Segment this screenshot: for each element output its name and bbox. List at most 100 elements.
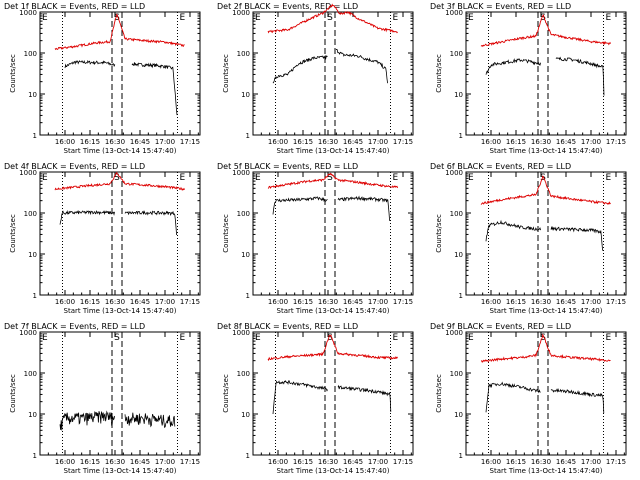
- y-tick-label: 1000: [445, 169, 463, 177]
- plot-frame: [39, 331, 201, 456]
- x-tick-label: 16:30: [105, 458, 125, 466]
- x-axis-label: Start Time (13-Oct-14 15:47:40): [277, 147, 390, 155]
- events-series-line: [335, 48, 388, 84]
- saa-marker-label: S: [114, 173, 120, 183]
- events-series-line: [272, 380, 328, 415]
- chart-title: Det 4f BLACK = Events, RED = LLD: [4, 162, 145, 171]
- eclipse-marker-label: E: [255, 173, 261, 183]
- events-series-line: [555, 56, 605, 96]
- x-tick-label: 17:15: [180, 458, 200, 466]
- chart-panel: Det 7f BLACK = Events, RED = LLD 1 10 100 10…: [4, 322, 201, 475]
- events-series-line: [124, 412, 176, 429]
- x-tick-label: 17:15: [393, 138, 413, 146]
- x-axis-label: Start Time (13-Oct-14 15:47:40): [490, 307, 603, 315]
- y-tick-label: 1: [459, 132, 463, 140]
- x-axis-label: Start Time (13-Oct-14 15:47:40): [64, 307, 177, 315]
- x-axis-label: Start Time (13-Oct-14 15:47:40): [64, 147, 177, 155]
- saa-marker-label: S: [327, 13, 333, 23]
- x-tick-label: 17:00: [368, 138, 388, 146]
- y-tick-label: 10: [241, 91, 250, 99]
- x-tick-label: 16:00: [481, 298, 501, 306]
- eclipse-marker-label: E: [42, 173, 48, 183]
- chart-panel: Det 4f BLACK = Events, RED = LLD 1 10 100 10…: [4, 162, 201, 315]
- x-tick-label: 16:30: [531, 458, 551, 466]
- x-tick-label: 16:45: [343, 298, 363, 306]
- plot-frame: [465, 171, 627, 296]
- y-tick-label: 100: [237, 210, 250, 218]
- x-axis-label: Start Time (13-Oct-14 15:47:40): [277, 307, 390, 315]
- eclipse-marker-label: E: [393, 13, 399, 23]
- x-tick-label: 16:30: [531, 298, 551, 306]
- eclipse-marker-label: E: [180, 173, 186, 183]
- x-tick-label: 17:00: [581, 458, 601, 466]
- y-tick-label: 100: [450, 50, 463, 58]
- chart-title: Det 2f BLACK = Events, RED = LLD: [217, 2, 358, 11]
- plot-frame: [39, 11, 201, 136]
- saa-marker-label: S: [114, 333, 120, 343]
- x-tick-label: 16:00: [55, 298, 75, 306]
- chart-panel: Det 9f BLACK = Events, RED = LLD 1 10 100 10…: [430, 322, 627, 475]
- y-tick-label: 1000: [19, 169, 37, 177]
- saa-marker-label: S: [327, 333, 333, 343]
- saa-marker-label: S: [540, 13, 546, 23]
- y-tick-label: 1: [33, 132, 37, 140]
- saa-marker-label: S: [540, 173, 546, 183]
- x-axis-label: Start Time (13-Oct-14 15:47:40): [64, 467, 177, 475]
- x-tick-label: 17:00: [581, 298, 601, 306]
- chart-title: Det 7f BLACK = Events, RED = LLD: [4, 322, 145, 331]
- events-series-line: [59, 209, 115, 225]
- x-tick-label: 16:00: [268, 298, 288, 306]
- x-tick-label: 16:15: [80, 138, 100, 146]
- eclipse-marker-label: E: [468, 13, 474, 23]
- y-axis-label: Counts/sec: [435, 214, 443, 253]
- x-tick-label: 16:15: [506, 298, 526, 306]
- events-series-line: [485, 58, 541, 75]
- x-tick-label: 16:00: [481, 458, 501, 466]
- eclipse-marker-label: E: [606, 13, 612, 23]
- x-tick-label: 16:00: [268, 138, 288, 146]
- y-tick-label: 1: [246, 132, 250, 140]
- x-tick-label: 17:15: [393, 298, 413, 306]
- y-axis-label: Counts/sec: [222, 214, 230, 253]
- y-tick-label: 100: [450, 210, 463, 218]
- x-tick-label: 17:15: [606, 298, 626, 306]
- y-tick-label: 1000: [232, 9, 250, 17]
- y-axis-label: Counts/sec: [435, 374, 443, 413]
- y-tick-label: 100: [237, 370, 250, 378]
- y-tick-label: 1000: [232, 169, 250, 177]
- x-tick-label: 17:15: [180, 138, 200, 146]
- x-tick-label: 17:00: [155, 138, 175, 146]
- y-axis-label: Counts/sec: [9, 54, 17, 93]
- y-tick-label: 10: [241, 411, 250, 419]
- x-tick-label: 17:15: [393, 458, 413, 466]
- y-tick-label: 10: [28, 251, 37, 259]
- events-series-line: [485, 381, 541, 413]
- plot-frame: [252, 11, 414, 136]
- y-tick-label: 1: [33, 452, 37, 460]
- x-tick-label: 16:15: [293, 458, 313, 466]
- y-axis-label: Counts/sec: [435, 54, 443, 93]
- events-series-line: [272, 196, 328, 215]
- chart-title: Det 1f BLACK = Events, RED = LLD: [4, 2, 145, 11]
- eclipse-marker-label: E: [180, 13, 186, 23]
- y-tick-label: 1000: [445, 329, 463, 337]
- events-series-line: [337, 384, 392, 412]
- y-tick-label: 10: [28, 91, 37, 99]
- plot-frame: [465, 331, 627, 456]
- saa-marker-label: S: [114, 13, 120, 23]
- plot-frame: [252, 331, 414, 456]
- lld-series-line: [54, 13, 185, 51]
- chart-title: Det 9f BLACK = Events, RED = LLD: [430, 322, 571, 331]
- saa-marker-label: S: [327, 173, 333, 183]
- y-tick-label: 1000: [19, 329, 37, 337]
- chart-panel: Det 2f BLACK = Events, RED = LLD 1 10 100 10…: [217, 2, 414, 155]
- lld-series-line: [481, 333, 611, 364]
- chart-title: Det 3f BLACK = Events, RED = LLD: [430, 2, 571, 11]
- x-tick-label: 16:00: [55, 458, 75, 466]
- x-tick-label: 17:00: [155, 298, 175, 306]
- x-tick-label: 17:00: [581, 138, 601, 146]
- x-tick-label: 16:15: [293, 298, 313, 306]
- plot-frame: [252, 171, 414, 296]
- lld-series-line: [480, 175, 611, 205]
- y-tick-label: 10: [454, 251, 463, 259]
